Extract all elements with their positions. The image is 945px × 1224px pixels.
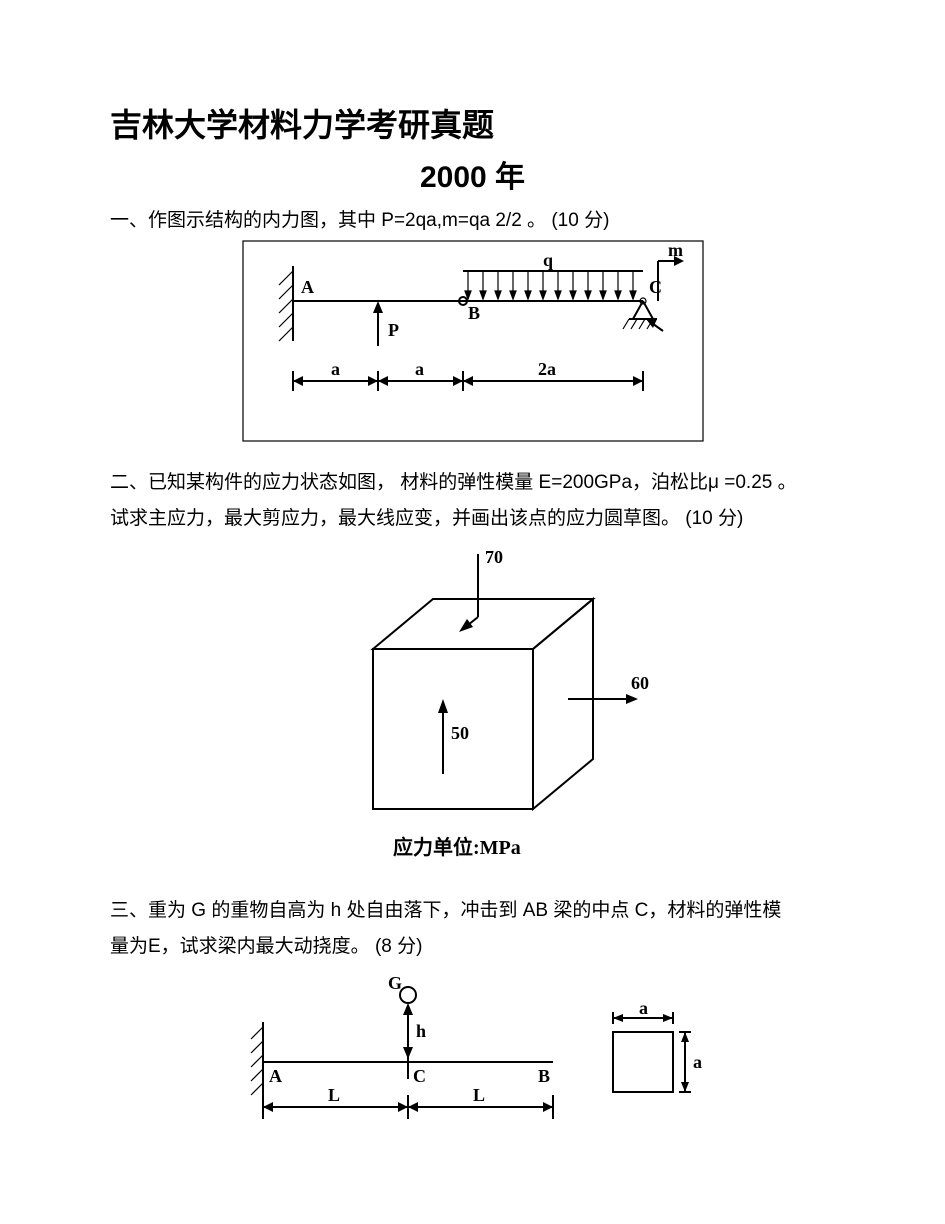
fig3-a-top: a [639,998,648,1018]
fig3-A: A [269,1066,282,1086]
problem-2-line1: 二、已知某构件的应力状态如图， 材料的弹性模量 E=200GPa，泊松比μ =0… [110,468,835,497]
fig2-60: 60 [631,673,649,693]
main-title: 吉林大学材料力学考研真题 [110,100,835,146]
figure-3: G h A C B L L [110,967,835,1152]
fig1-m: m [668,240,683,260]
fig1-a1: a [331,359,340,379]
figure-2: 70 50 60 应力单位:MPa [110,539,835,874]
year-title: 2000 年 [110,152,835,196]
fig3-h: h [416,1021,426,1041]
fig3-G: G [388,973,402,993]
problem-3-line1: 三、重为 G 的重物自高为 h 处自由落下，冲击到 AB 梁的中点 C，材料的弹… [110,896,835,925]
fig1-q: q [543,250,553,270]
figure-1: q P [110,241,835,446]
fig2-unit: 应力单位:MPa [393,835,521,859]
problem-2-line2: 试求主应力，最大剪应力，最大线应变，并画出该点的应力圆草图。 (10 分) [110,504,835,533]
fig1-P: P [388,320,399,340]
fig3-L1: L [328,1085,340,1105]
fig1-2a: 2a [538,359,556,379]
fig3-a-right: a [693,1052,702,1072]
problem-3-line2: 量为E，试求梁内最大动挠度。 (8 分) [110,932,835,961]
fig1-a2: a [415,359,424,379]
fig3-C: C [413,1066,426,1086]
fig1-A: A [301,277,314,297]
fig2-50: 50 [451,723,469,743]
fig3-B: B [538,1066,550,1086]
problem-1-text: 一、作图示结构的内力图，其中 P=2qa,m=qa 2/2 。 (10 分) [110,206,835,235]
fig1-C: C [649,277,662,297]
fig1-B: B [468,303,480,323]
fig2-70: 70 [485,547,503,567]
fig3-L2: L [473,1085,485,1105]
